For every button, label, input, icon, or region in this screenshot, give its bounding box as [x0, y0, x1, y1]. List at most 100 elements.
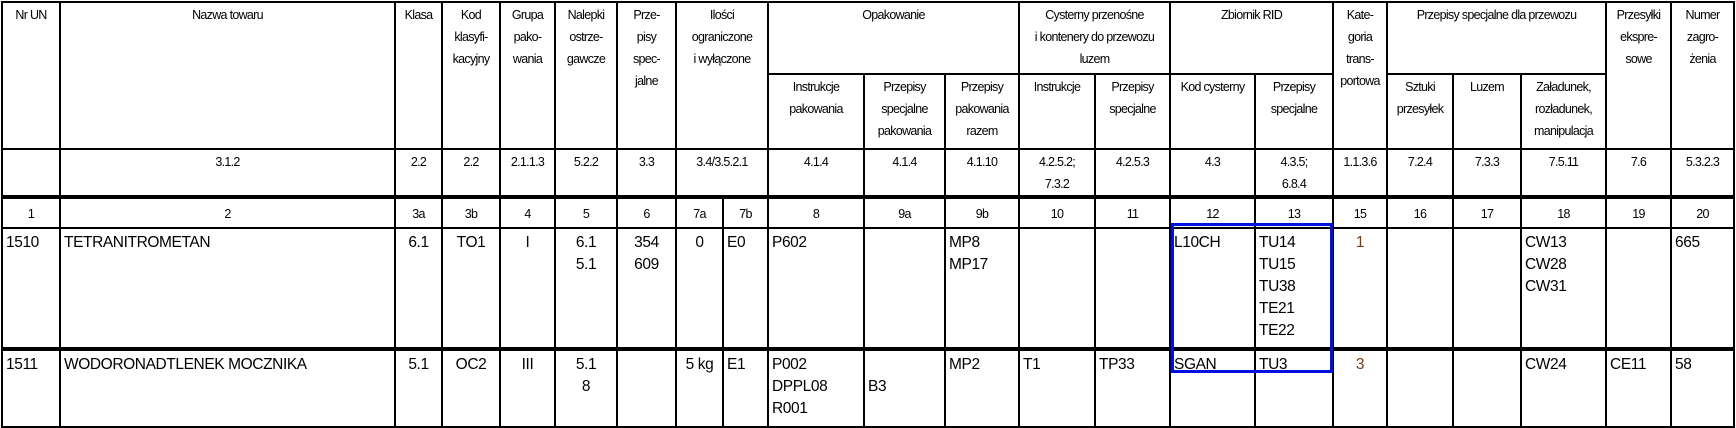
- column-number-cell: 15: [1332, 196, 1388, 229]
- header-grupa-pakowania: Grupa pako- wania: [499, 1, 556, 150]
- reference-cell: 4.1.4: [767, 148, 865, 199]
- cell-zbiornik-przepisy: TU3: [1254, 348, 1334, 428]
- column-number-cell: 1: [1, 196, 61, 229]
- cell-nalepki: 5.1 8: [554, 348, 618, 428]
- header-przepisy-specjalne-pakowania: Przepisy specjalne pakowania: [863, 73, 946, 150]
- cell-kategoria: 1: [1332, 227, 1388, 351]
- cell-przesylki: CE11: [1605, 348, 1673, 428]
- column-number-cell: 18: [1519, 196, 1608, 229]
- cell-pakowanie-razem: MP8 MP17: [944, 227, 1020, 351]
- cell-nr-un: 1511: [1, 348, 61, 428]
- cell-nr-un: 1510: [1, 227, 61, 351]
- header-opakowanie: Opakowanie: [767, 1, 1020, 75]
- column-number-cell: 17: [1452, 196, 1522, 229]
- column-number-cell: 13: [1254, 196, 1334, 229]
- reference-cell: 4.3: [1169, 148, 1256, 199]
- column-number-cell: 2: [59, 196, 396, 229]
- column-number-cell: 19: [1605, 196, 1673, 229]
- cell-sztuki: [1386, 348, 1454, 428]
- cell-kategoria: 3: [1332, 348, 1388, 428]
- header-cysterny-instrukcje: Instrukcje: [1018, 73, 1096, 150]
- header-przepisy-specjalne: Prze- pisy spec- jalne: [616, 1, 677, 150]
- header-numer-zagrozenia: Numer zagro- żenia: [1670, 1, 1736, 150]
- reference-cell: 3.3: [616, 148, 677, 199]
- reference-row: 3.1.2 2.2 2.2 2.1.1.3 5.2.2 3.3 3.4/3.5.2.1 4.1…: [1, 148, 1736, 199]
- cell-ilosci-wylaczone: E1: [722, 348, 769, 428]
- cell-zaladunek: CW24: [1519, 348, 1608, 428]
- reference-cell: 4.2.5.2; 7.3.2: [1018, 148, 1096, 199]
- header-przepisy-przewozu: Przepisy specjalne dla przewozu: [1385, 1, 1608, 75]
- reference-cell: 2.2: [441, 148, 501, 199]
- cell-kod: TO1: [441, 227, 501, 351]
- reference-cell: 5.3.2.3: [1670, 148, 1736, 199]
- header-kod-cysterny: Kod cysterny: [1169, 73, 1256, 150]
- cell-instrukcje-pakowania: P602: [767, 227, 865, 351]
- cell-nazwa: WODORONADTLENEK MOCZNIKA: [59, 348, 396, 428]
- column-number-cell: 16: [1386, 196, 1454, 229]
- reference-cell: 2.1.1.3: [499, 148, 556, 199]
- header-nalepki: Nalepki ostrze- gawcze: [554, 1, 618, 150]
- header-row-sub: Instrukcje pakowania Przepisy specjalne …: [2, 73, 1734, 150]
- cell-cysterny-instrukcje: [1018, 227, 1096, 351]
- reference-cell: 5.2.2: [554, 148, 618, 199]
- cell-ilosci-ograniczone: 5 kg: [675, 348, 724, 428]
- header-luzem: Luzem: [1452, 73, 1522, 150]
- table-row: 1511 WODORONADTLENEK MOCZNIKA 5.1 OC2 III 5.1…: [1, 348, 1736, 428]
- reference-cell: 1.1.3.6: [1332, 148, 1388, 199]
- reference-cell: 4.1.4: [863, 148, 946, 199]
- reference-cell: 7.6: [1605, 148, 1673, 199]
- cell-grupa: I: [499, 227, 556, 351]
- column-number-cell: 6: [616, 196, 677, 229]
- cell-kod: OC2: [441, 348, 501, 428]
- column-number-cell: 20: [1670, 196, 1736, 229]
- header-zbiornik-przepisy: Przepisy specjalne: [1254, 73, 1334, 150]
- cell-ilosci-ograniczone: 0: [675, 227, 724, 351]
- header-cysterny-przepisy: Przepisy specjalne: [1094, 73, 1171, 150]
- column-number-cell: 9b: [944, 196, 1020, 229]
- header-cysterny: Cysterny przenośne i kontenery do przewo…: [1018, 1, 1171, 75]
- column-number-row: 1 2 3a 3b 4 5 6 7a 7b 8 9a 9b 10 11 12 13 15 16 17 18 19 20: [1, 196, 1736, 229]
- cell-kod-cysterny: SGAN: [1169, 348, 1256, 428]
- header-przepisy-pakowania-razem: Przepisy pakowania razem: [944, 73, 1020, 150]
- reference-cell: 7.3.3: [1452, 148, 1522, 199]
- column-number-cell: 7a: [675, 196, 724, 229]
- cell-przepisy: [616, 348, 677, 428]
- column-number-cell: 3a: [394, 196, 443, 229]
- cell-klasa: 5.1: [394, 348, 443, 428]
- header-kategoria: Kate- goria trans- portowa: [1332, 1, 1388, 150]
- cell-numer-zagrozenia: 58: [1670, 348, 1736, 428]
- header-klasa: Klasa: [394, 1, 443, 150]
- header-zbiornik-rid: Zbiornik RID: [1169, 1, 1334, 75]
- cell-przesylki: [1605, 227, 1673, 351]
- header-kod-klasyfikacyjny: Kod klasyfi- kacyjny: [441, 1, 501, 150]
- cell-cysterny-przepisy: [1094, 227, 1171, 351]
- column-number-cell: 8: [767, 196, 865, 229]
- cell-przepisy-pakowania: B3: [863, 348, 946, 428]
- cell-grupa: III: [499, 348, 556, 428]
- header-ilosci: Ilości ograniczone i wyłączone: [675, 1, 769, 150]
- reference-cell: 7.5.11: [1519, 148, 1608, 199]
- cell-cysterny-przepisy: TP33: [1094, 348, 1171, 428]
- cell-ilosci-wylaczone: E0: [722, 227, 769, 351]
- reference-cell: 3.4/3.5.2.1: [675, 148, 769, 199]
- reference-cell: 3.1.2: [59, 148, 396, 199]
- column-number-cell: 12: [1169, 196, 1256, 229]
- column-number-cell: 11: [1094, 196, 1171, 229]
- header-sztuki-przesylek: Sztuki przesyłek: [1386, 73, 1454, 150]
- cell-kod-cysterny: L10CH: [1169, 227, 1256, 351]
- cell-pakowanie-razem: MP2: [944, 348, 1020, 428]
- cell-cysterny-instrukcje: T1: [1018, 348, 1096, 428]
- header-instrukcje-pakowania: Instrukcje pakowania: [767, 73, 865, 150]
- cell-zbiornik-przepisy: TU14 TU15 TU38 TE21 TE22: [1254, 227, 1334, 351]
- reference-cell: 4.1.10: [944, 148, 1020, 199]
- column-number-cell: 10: [1018, 196, 1096, 229]
- header-row-main: Nr UN Nazwa towaru Klasa Kod klasyfi- ka…: [1, 1, 1736, 150]
- header-nazwa-towaru: Nazwa towaru: [59, 1, 396, 150]
- column-number-cell: 9a: [863, 196, 946, 229]
- reference-cell: 7.2.4: [1386, 148, 1454, 199]
- reference-cell: [1, 148, 61, 199]
- cell-zaladunek: CW13 CW28 CW31: [1519, 227, 1608, 351]
- cell-nazwa: TETRANITROMETAN: [59, 227, 396, 351]
- reference-cell: 4.3.5; 6.8.4: [1254, 148, 1334, 199]
